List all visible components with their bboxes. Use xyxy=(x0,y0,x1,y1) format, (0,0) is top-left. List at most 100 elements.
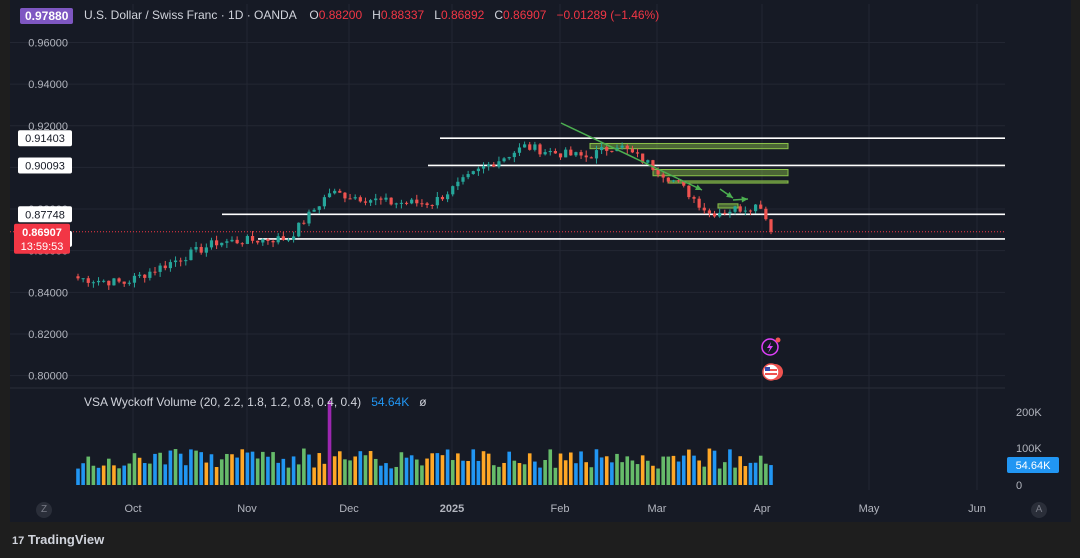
candle-body xyxy=(487,164,491,167)
volume-bar xyxy=(286,467,291,485)
candle xyxy=(512,150,516,163)
auto-scale-button[interactable]: A xyxy=(1031,502,1047,518)
volume-bar xyxy=(712,450,717,485)
volume-bar xyxy=(404,457,409,485)
candle-body xyxy=(338,190,342,193)
candle xyxy=(707,208,711,218)
candle-body xyxy=(718,212,722,217)
candle xyxy=(574,151,578,157)
candle xyxy=(179,257,183,267)
volume-bar xyxy=(461,460,465,485)
volume-bar xyxy=(435,453,440,485)
candle xyxy=(281,231,285,241)
candle xyxy=(651,159,655,172)
candle-body xyxy=(456,181,460,187)
candle xyxy=(204,243,208,257)
candle xyxy=(235,236,239,245)
candle-body xyxy=(435,196,439,206)
volume-bar xyxy=(681,455,686,485)
candle-body xyxy=(199,246,203,253)
volume-indicator-legend[interactable]: VSA Wyckoff Volume (20, 2.2, 1.8, 1.2, 0… xyxy=(84,395,427,409)
candle xyxy=(333,188,337,195)
volume-bar xyxy=(610,462,614,485)
volume-bar xyxy=(440,455,445,485)
candle xyxy=(569,146,573,156)
chart-panel xyxy=(10,0,1071,522)
candle xyxy=(369,198,373,206)
volume-bar xyxy=(512,460,517,485)
volume-bar xyxy=(240,449,245,485)
candle xyxy=(589,156,593,159)
current-tag-bg xyxy=(14,223,70,254)
volume-bar xyxy=(543,460,547,485)
candle xyxy=(733,205,737,215)
candle xyxy=(600,142,604,155)
volume-bar xyxy=(492,465,496,485)
candle xyxy=(502,157,506,163)
candle xyxy=(286,237,291,243)
supply-zone xyxy=(589,142,789,150)
candle-body xyxy=(646,160,650,163)
candle-body xyxy=(671,180,676,182)
candle xyxy=(517,143,522,156)
volume-bar xyxy=(204,462,209,485)
volume-bar xyxy=(122,465,126,485)
volume-bar xyxy=(445,449,450,485)
candle-body xyxy=(425,203,429,206)
candle xyxy=(635,148,640,158)
candle-body xyxy=(184,260,188,262)
candle xyxy=(738,204,742,213)
candle-body xyxy=(594,150,599,159)
volume-bar xyxy=(450,460,455,485)
candle xyxy=(625,144,629,154)
flag-stripe xyxy=(765,369,777,371)
candle-body xyxy=(107,280,111,286)
volume-bar xyxy=(630,460,635,485)
candle-body xyxy=(312,209,316,212)
volume-bar xyxy=(717,468,722,485)
zoom-button[interactable]: Z xyxy=(36,502,52,518)
volume-bar xyxy=(394,466,399,485)
candle xyxy=(718,208,722,218)
candle xyxy=(276,233,280,245)
candle-body xyxy=(86,278,90,283)
x-tick-label: Nov xyxy=(237,503,257,515)
tradingview-logo[interactable]: 17 TradingView xyxy=(12,532,104,547)
candle-body xyxy=(471,171,475,175)
candle-body xyxy=(292,236,296,240)
candle-body xyxy=(271,240,275,243)
candle-body xyxy=(687,185,691,198)
candle xyxy=(764,206,768,221)
volume-bar xyxy=(101,465,106,485)
candle-body xyxy=(543,152,547,155)
candle xyxy=(671,179,676,183)
volume-bar xyxy=(563,460,568,485)
volume-bar xyxy=(486,453,491,485)
candle-body xyxy=(179,260,183,262)
volume-bar xyxy=(343,459,347,485)
symbol-title[interactable]: U.S. Dollar / Swiss Franc · 1D · OANDA xyxy=(84,8,297,22)
candle-body xyxy=(153,271,157,273)
candle-body xyxy=(245,236,249,244)
arrow-head xyxy=(726,191,733,198)
volume-bar xyxy=(558,453,563,485)
volume-bar xyxy=(302,448,306,485)
candle xyxy=(487,161,491,171)
candle xyxy=(666,177,670,184)
y-tick-label: 0.82000 xyxy=(28,329,68,341)
volume-bar xyxy=(733,467,737,485)
candle-body xyxy=(256,240,260,243)
candle-body xyxy=(512,152,516,158)
candle-body xyxy=(451,186,455,195)
open-value: 0.88200 xyxy=(318,8,363,22)
x-tick-label: Mar xyxy=(648,503,667,515)
volume-bar xyxy=(538,467,542,485)
candle xyxy=(379,196,383,205)
candle-body xyxy=(189,249,193,261)
volume-bar xyxy=(584,462,588,485)
y-tick-label: 0.84000 xyxy=(28,287,68,299)
countdown-text: 13:59:53 xyxy=(21,241,64,253)
candle xyxy=(220,242,224,248)
volume-bar xyxy=(312,467,316,485)
candle xyxy=(322,194,326,210)
